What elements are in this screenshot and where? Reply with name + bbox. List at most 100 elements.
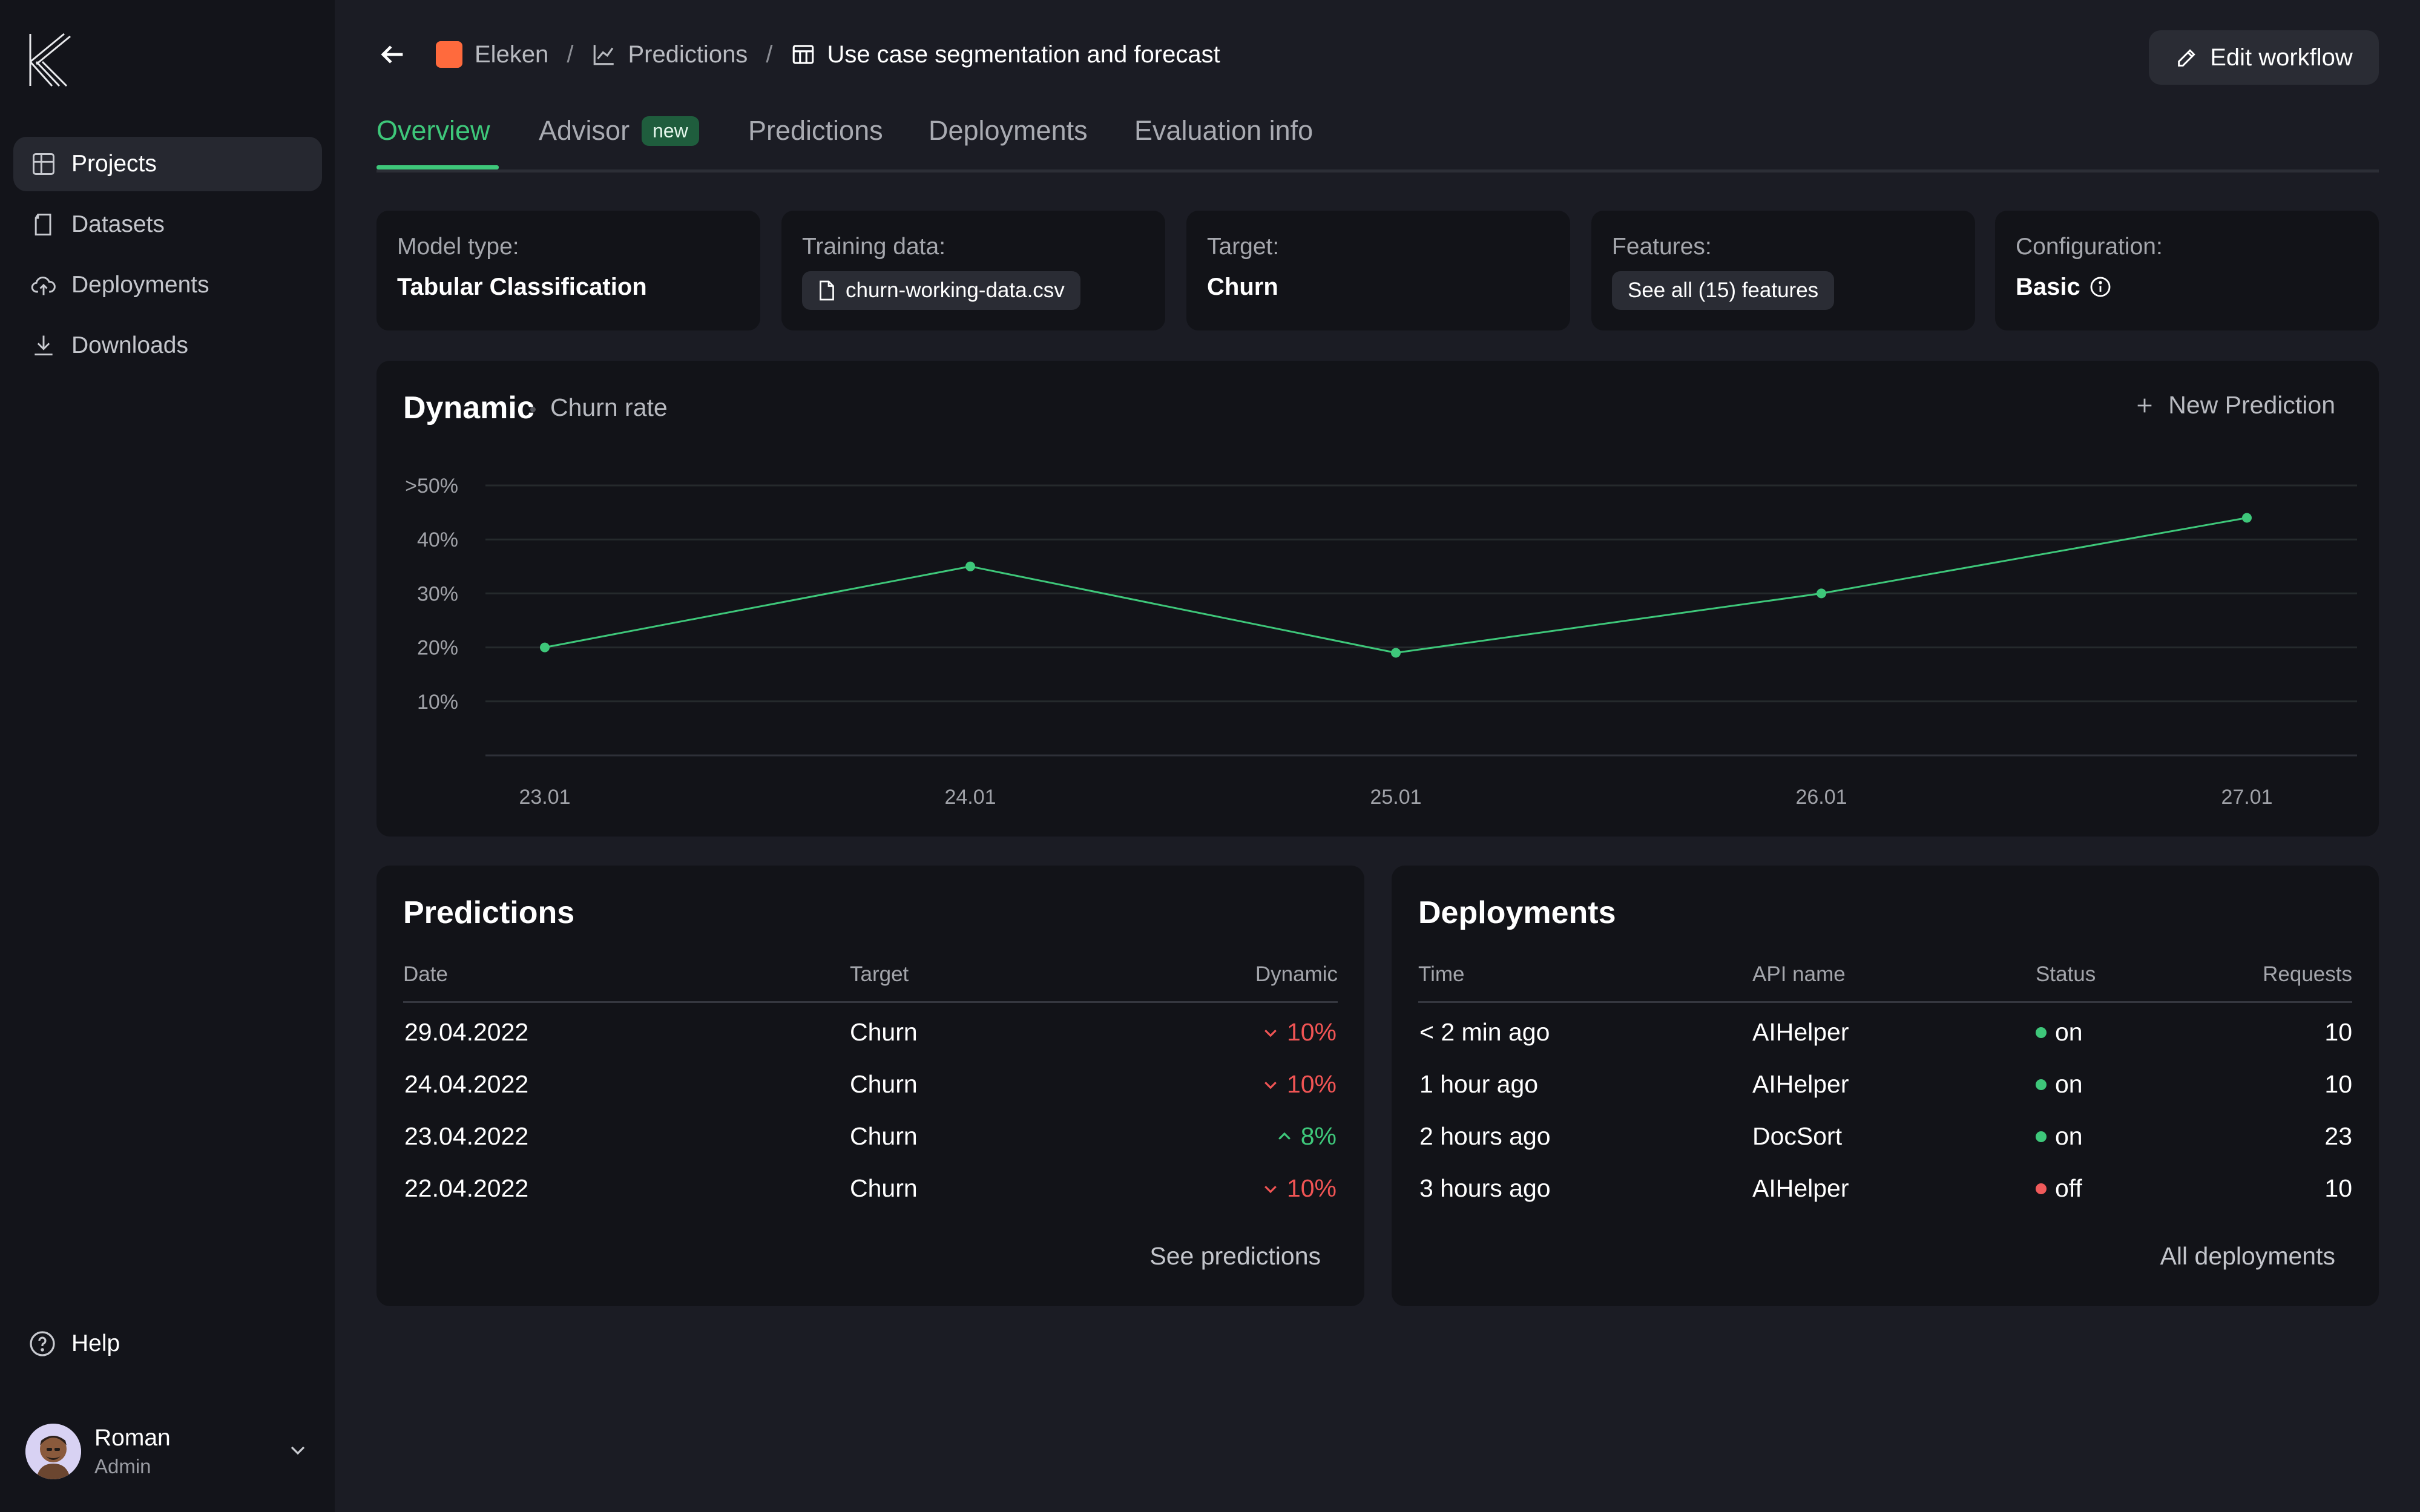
status-text: on — [2055, 1070, 2083, 1098]
avatar — [25, 1424, 81, 1479]
tab-bar: Overview Advisor new Predictions Deployme… — [376, 109, 2379, 173]
chevron-down-icon — [1264, 1081, 1277, 1089]
x-tick-label: 25.01 — [1370, 786, 1421, 809]
y-tick-label: 30% — [417, 582, 458, 605]
sidebar-item-label: Projects — [71, 151, 157, 177]
sidebar-item-deployments[interactable]: Deployments — [13, 258, 322, 312]
card-label: Features: — [1612, 234, 1712, 260]
cloud-upload-icon — [29, 271, 58, 300]
card-label: Target: — [1207, 234, 1280, 260]
breadcrumb-separator: / — [567, 41, 574, 68]
user-role: Admin — [94, 1455, 151, 1477]
sidebar-item-label: Deployments — [71, 272, 209, 298]
column-header-api-name: API name — [1752, 962, 1846, 986]
prediction-dynamic: 10% — [1261, 1070, 1337, 1099]
help-link[interactable]: Help — [28, 1329, 120, 1358]
sidebar-item-downloads[interactable]: Downloads — [13, 318, 322, 373]
status-dot — [2036, 1131, 2047, 1142]
sidebar-item-label: Downloads — [71, 332, 188, 358]
tab-overview[interactable]: Overview — [376, 115, 490, 146]
sidebar-item-label: Datasets — [71, 211, 165, 237]
breadcrumb-item-current: Use case segmentation and forecast — [791, 41, 1220, 68]
status-badge: off — [2036, 1174, 2082, 1203]
sidebar-item-datasets[interactable]: Datasets — [13, 197, 322, 252]
sidebar: Projects Datasets Deployments Downloads — [0, 0, 335, 1512]
prediction-date: 29.04.2022 — [404, 1018, 529, 1046]
card-label: Training data: — [802, 234, 946, 260]
app-logo[interactable] — [28, 31, 74, 88]
status-badge: on — [2036, 1070, 2083, 1099]
info-icon[interactable] — [2089, 275, 2112, 298]
predictions-panel: Predictions Date Target Dynamic 29.04.20… — [376, 866, 1364, 1306]
new-badge: new — [642, 116, 699, 146]
deployments-panel: Deployments Time API name Status Request… — [1392, 866, 2379, 1306]
dynamic-value: 8% — [1300, 1122, 1337, 1150]
deployment-api: AIHelper — [1752, 1018, 1849, 1046]
table-header-divider — [403, 1001, 1338, 1003]
prediction-dynamic: 10% — [1261, 1174, 1337, 1203]
chevron-down-icon — [1264, 1185, 1277, 1193]
data-point — [1817, 588, 1826, 599]
new-prediction-button[interactable]: New Prediction — [2134, 391, 2335, 419]
pencil-icon — [2178, 49, 2195, 67]
prediction-date: 22.04.2022 — [404, 1174, 529, 1202]
chart-line-icon — [594, 45, 614, 65]
deployment-api: DocSort — [1752, 1122, 1843, 1150]
churn-line-chart: 10% 20% 30% 40% >50% 23.01 24.01 25.01 26.01 27.0… — [405, 475, 2357, 809]
predictions-title: Predictions — [403, 895, 575, 930]
model-type-card: Model type: Tabular Classification — [376, 211, 760, 330]
file-icon — [29, 210, 58, 239]
breadcrumb-item-predictions[interactable]: Predictions — [591, 41, 748, 68]
chevron-down-icon — [1264, 1029, 1277, 1037]
deployment-time: 2 hours ago — [1419, 1122, 1551, 1150]
deployment-requests: 10 — [2324, 1174, 2352, 1202]
breadcrumb-separator: / — [766, 41, 773, 68]
see-predictions-link[interactable]: See predictions — [1149, 1242, 1321, 1270]
features-card: Features: See all (15) features — [1591, 211, 1975, 330]
edit-workflow-button[interactable]: Edit workflow — [2149, 30, 2379, 85]
user-menu[interactable]: Roman Admin — [25, 1421, 310, 1484]
chip-label: churn-working-data.csv — [846, 278, 1065, 302]
breadcrumb: Eleken / Predictions / Use case segmenta… — [436, 36, 1220, 73]
chart-subtitle: Churn rate — [550, 393, 668, 421]
help-label: Help — [71, 1330, 120, 1356]
deployment-api: AIHelper — [1752, 1070, 1849, 1098]
see-features-button[interactable]: See all (15) features — [1612, 271, 1835, 310]
card-label: Model type: — [397, 234, 519, 260]
back-arrow-icon[interactable] — [376, 39, 408, 70]
prediction-target: Churn — [850, 1070, 918, 1098]
tab-predictions[interactable]: Predictions — [748, 115, 883, 146]
title-separator-dot — [530, 407, 536, 412]
training-file-chip[interactable]: churn-working-data.csv — [802, 271, 1080, 310]
card-value: Tabular Classification — [397, 274, 647, 300]
target-card: Target: Churn — [1186, 211, 1570, 330]
card-value: Churn — [1207, 274, 1278, 300]
y-tick-label: >50% — [405, 475, 458, 498]
column-header-target: Target — [850, 962, 909, 986]
chip-label: See all (15) features — [1628, 278, 1819, 302]
tab-evaluation-info[interactable]: Evaluation info — [1134, 115, 1314, 146]
prediction-target: Churn — [850, 1174, 918, 1202]
deployment-time: 3 hours ago — [1419, 1174, 1551, 1202]
chevron-down-icon[interactable] — [286, 1438, 310, 1462]
status-dot — [2036, 1183, 2047, 1194]
y-tick-label: 10% — [417, 691, 458, 714]
breadcrumb-item-project[interactable]: Eleken — [436, 41, 548, 68]
new-prediction-label: New Prediction — [2168, 391, 2335, 419]
breadcrumb-label: Use case segmentation and forecast — [827, 41, 1220, 68]
table-header-divider — [1418, 1001, 2352, 1003]
deployment-api: AIHelper — [1752, 1174, 1849, 1202]
column-header-requests: Requests — [2263, 962, 2352, 986]
tab-advisor[interactable]: Advisor new — [539, 115, 699, 146]
status-badge: on — [2036, 1018, 2083, 1047]
prediction-target: Churn — [850, 1018, 918, 1046]
data-point — [2242, 513, 2252, 523]
dynamic-chart-panel: 10% 20% 30% 40% >50% 23.01 24.01 25.01 26.01 27.0… — [376, 361, 2379, 837]
sidebar-item-projects[interactable]: Projects — [13, 137, 322, 191]
y-tick-label: 40% — [417, 528, 458, 551]
tab-deployments[interactable]: Deployments — [929, 115, 1088, 146]
all-deployments-link[interactable]: All deployments — [2160, 1242, 2335, 1270]
help-icon — [30, 1331, 55, 1356]
column-header-date: Date — [403, 962, 448, 986]
user-name: Roman — [94, 1425, 171, 1451]
